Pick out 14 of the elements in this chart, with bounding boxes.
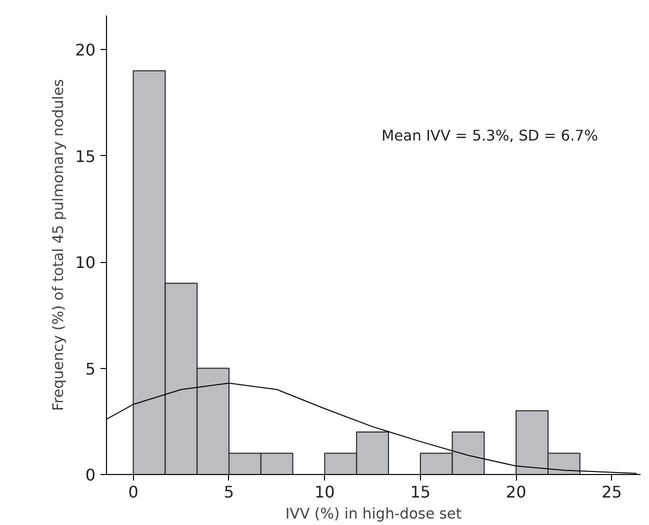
y-tick-label: 5 xyxy=(85,359,96,378)
x-tick-label: 10 xyxy=(314,482,335,502)
y-tick-label: 10 xyxy=(75,253,96,272)
x-tick-label: 20 xyxy=(506,482,526,502)
annotation: Mean IVV = 5.3%, SD = 6.7% xyxy=(382,128,598,144)
y-tick-label: 15 xyxy=(75,146,96,166)
y-tick-label: 0 xyxy=(85,466,96,484)
x-axis-title: IVV (%) in high-dose set xyxy=(285,506,462,522)
x-tick-label: 15 xyxy=(410,482,431,502)
y-tick-label: 20 xyxy=(75,40,96,60)
x-tick-label: 5 xyxy=(224,482,234,502)
y-axis-title: Frequency (%) of total 45 pulmonary nodules xyxy=(50,79,68,411)
x-tick-label: 0 xyxy=(128,482,138,502)
x-tick-label: 25 xyxy=(602,482,622,502)
